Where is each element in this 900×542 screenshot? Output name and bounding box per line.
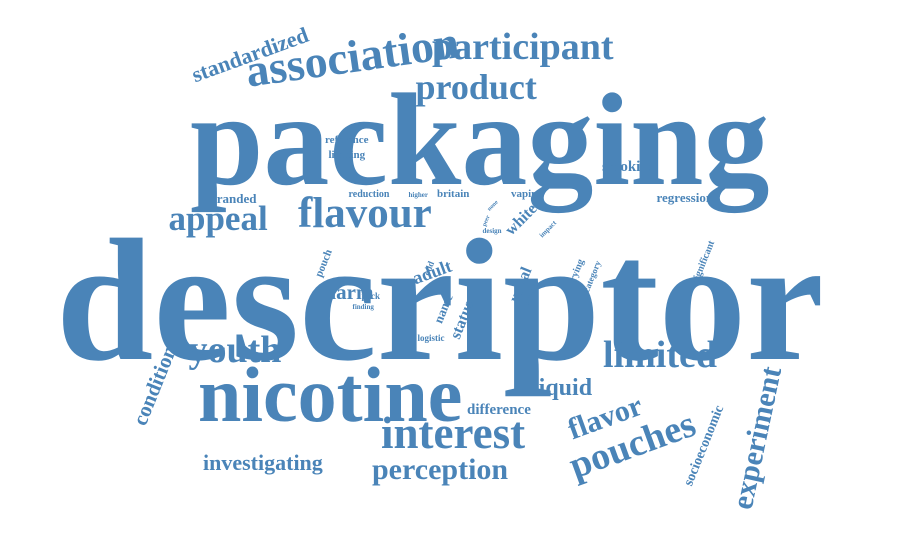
word-nicotine: nicotine — [198, 351, 463, 438]
word-product: product — [415, 67, 537, 107]
word-reduction: reduction — [348, 189, 390, 200]
word-britain: britain — [437, 187, 470, 200]
word-flavour: flavour — [298, 189, 432, 237]
word-harm: harm — [324, 279, 374, 304]
word-regression: regression — [656, 189, 714, 205]
word-youth: youth — [188, 329, 282, 371]
word-appeal: appeal — [168, 198, 268, 238]
word-smoking: smoking — [602, 158, 657, 175]
word-design: design — [482, 226, 502, 235]
word-higher: higher — [408, 190, 428, 199]
word-reference: reference — [325, 133, 369, 146]
word-logistic: logistic — [417, 332, 445, 343]
word-vaping: vaping — [511, 187, 543, 200]
word-perception: perception — [372, 453, 509, 486]
word-branded: branded — [209, 190, 257, 206]
word-difference: difference — [467, 401, 531, 418]
word-finding: finding — [352, 302, 374, 311]
word-liquid: liquid — [532, 375, 593, 401]
word-limited: limited — [603, 334, 717, 376]
word-packaging: packaging — [190, 66, 770, 213]
word-participant: participant — [432, 26, 614, 68]
word-investigating: investigating — [203, 450, 323, 475]
word-code: code — [421, 292, 433, 298]
word-descriptor: descriptor — [56, 202, 824, 397]
word-pack: pack — [361, 290, 381, 301]
word-interest: interest — [381, 407, 526, 458]
word-limiting: limiting — [328, 148, 366, 161]
